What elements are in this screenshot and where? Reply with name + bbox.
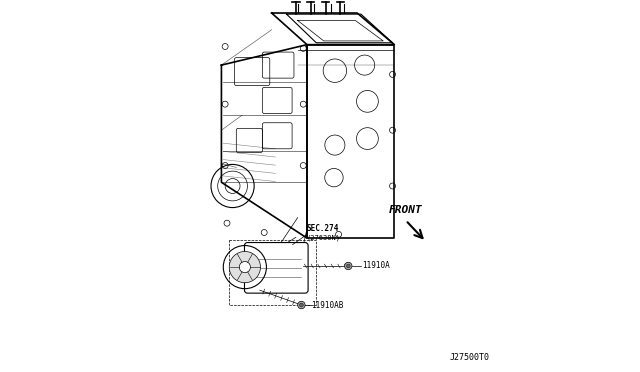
- Text: SEC.274: SEC.274: [307, 224, 339, 233]
- Circle shape: [229, 251, 260, 283]
- Circle shape: [239, 262, 250, 273]
- Text: FRONT: FRONT: [389, 205, 422, 215]
- Circle shape: [344, 262, 352, 270]
- Text: J27500T0: J27500T0: [449, 353, 489, 362]
- FancyBboxPatch shape: [244, 243, 308, 293]
- Circle shape: [300, 303, 303, 307]
- Text: 11910A: 11910A: [362, 262, 389, 270]
- Circle shape: [346, 264, 350, 268]
- Text: (27630N): (27630N): [307, 234, 341, 241]
- Circle shape: [298, 301, 305, 309]
- Bar: [229, 240, 316, 305]
- Text: 11910AB: 11910AB: [312, 301, 344, 310]
- Polygon shape: [287, 14, 392, 43]
